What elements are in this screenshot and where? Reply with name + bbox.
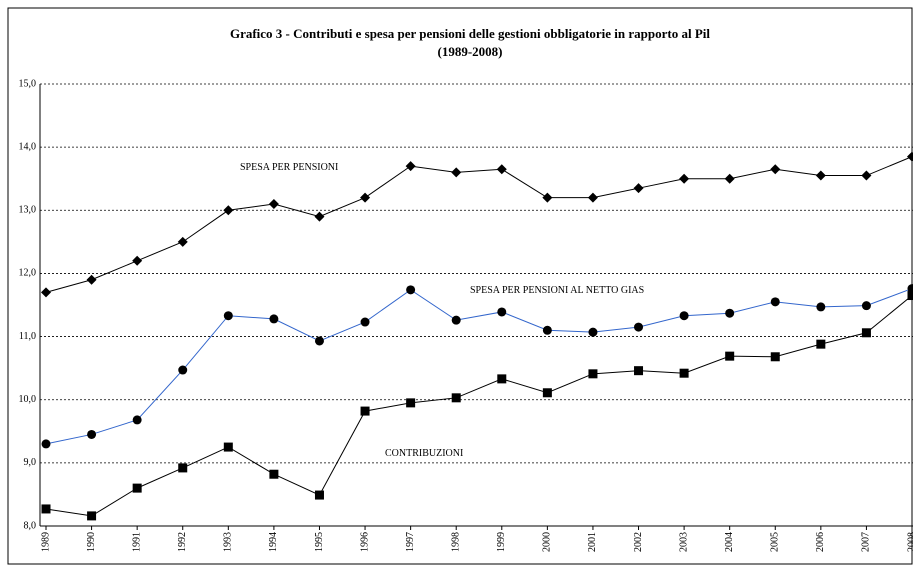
series-label: SPESA PER PENSIONI AL NETTO GIAS: [470, 285, 644, 296]
circle-marker: [178, 365, 188, 375]
chart-subtitle: (1989-2008): [438, 44, 503, 59]
circle-marker: [861, 301, 871, 311]
square-marker: [679, 368, 689, 378]
square-marker: [87, 511, 97, 521]
square-marker: [132, 483, 142, 493]
x-tick-label: 1990: [86, 532, 97, 552]
diamond-marker: [587, 192, 598, 203]
x-tick-label: 2005: [770, 532, 781, 552]
diamond-marker: [861, 170, 872, 181]
diamond-marker: [633, 183, 644, 194]
circle-marker: [87, 429, 97, 439]
circle-marker: [725, 308, 735, 318]
x-tick-label: 1999: [496, 532, 507, 552]
circle-marker: [542, 325, 552, 335]
x-tick-label: 2004: [724, 532, 735, 552]
x-tick-label: 2006: [815, 532, 826, 552]
diamond-marker: [360, 192, 371, 203]
diamond-marker: [405, 161, 416, 172]
square-marker: [497, 374, 507, 384]
circle-marker: [907, 284, 913, 294]
y-tick-label: 13,0: [19, 205, 37, 216]
y-tick-label: 9,0: [24, 457, 37, 468]
y-tick-label: 12,0: [19, 268, 37, 279]
diamond-marker: [815, 170, 826, 181]
diamond-marker: [268, 198, 279, 209]
y-tick-label: 14,0: [19, 141, 37, 152]
circle-marker: [132, 415, 142, 425]
square-marker: [861, 328, 871, 338]
x-tick-label: 1994: [268, 532, 279, 552]
square-marker: [725, 351, 735, 361]
circle-marker: [269, 314, 279, 324]
x-tick-label: 1989: [40, 532, 51, 552]
x-tick-label: 2002: [633, 532, 644, 552]
x-tick-label: 1993: [223, 532, 234, 552]
circle-marker: [770, 297, 780, 307]
circle-marker: [314, 336, 324, 346]
x-tick-label: 2007: [861, 532, 872, 552]
square-marker: [269, 469, 279, 479]
square-marker: [406, 398, 416, 408]
diamond-marker: [496, 164, 507, 175]
diamond-marker: [86, 274, 97, 285]
frame: [7, 7, 913, 565]
square-marker: [314, 490, 324, 500]
square-marker: [41, 504, 51, 514]
circle-marker: [41, 439, 51, 449]
x-tick-label: 1992: [177, 532, 188, 552]
diamond-marker: [724, 173, 735, 184]
x-tick-label: 1996: [359, 532, 370, 552]
square-marker: [360, 406, 370, 416]
square-marker: [770, 352, 780, 362]
square-marker: [634, 366, 644, 376]
y-tick-label: 8,0: [24, 520, 37, 531]
diamond-marker: [770, 164, 781, 175]
circle-marker: [406, 285, 416, 295]
diamond-marker: [223, 205, 234, 216]
diamond-marker: [177, 236, 188, 247]
series-line: [45, 295, 913, 517]
x-tick-label: 1995: [314, 532, 325, 552]
series-line: [45, 288, 913, 445]
diamond-marker: [542, 192, 553, 203]
circle-marker: [588, 327, 598, 337]
circle-marker: [223, 311, 233, 321]
x-tick-label: 2001: [587, 532, 598, 552]
series-line: [45, 156, 913, 293]
square-marker: [816, 339, 826, 349]
y-tick-label: 15,0: [19, 78, 37, 89]
square-marker: [588, 369, 598, 379]
x-tick-label: 2003: [678, 532, 689, 552]
x-tick-label: 2000: [542, 532, 553, 552]
square-marker: [907, 291, 913, 301]
y-tick-label: 10,0: [19, 394, 37, 405]
circle-marker: [679, 311, 689, 321]
square-marker: [451, 393, 461, 403]
diamond-marker: [41, 287, 51, 298]
y-tick-label: 11,0: [19, 331, 36, 342]
diamond-marker: [907, 151, 913, 162]
x-tick-label: 1991: [131, 532, 142, 552]
diamond-marker: [314, 211, 325, 222]
circle-marker: [360, 317, 370, 327]
x-tick-label: 1998: [451, 532, 462, 552]
diamond-marker: [132, 255, 143, 266]
square-marker: [223, 442, 233, 452]
x-tick-label: 1997: [405, 532, 416, 552]
diamond-marker: [679, 173, 690, 184]
circle-marker: [497, 307, 507, 317]
chart-title: Grafico 3 - Contributi e spesa per pensi…: [230, 26, 710, 41]
circle-marker: [634, 322, 644, 332]
square-marker: [542, 388, 552, 398]
circle-marker: [816, 302, 826, 312]
square-marker: [178, 463, 188, 473]
series-label: SPESA PER PENSIONI: [240, 162, 338, 173]
circle-marker: [451, 315, 461, 325]
series-label: CONTRIBUZIONI: [385, 448, 463, 459]
diamond-marker: [451, 167, 462, 178]
x-tick-label: 2008: [906, 532, 913, 552]
